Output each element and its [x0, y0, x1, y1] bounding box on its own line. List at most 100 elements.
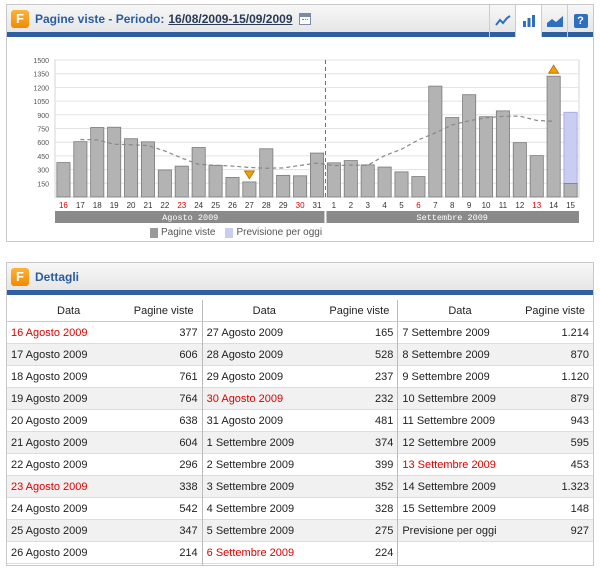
cell-views: 879 — [570, 392, 590, 405]
cell-date: 31 Agosto 2009 — [206, 414, 284, 427]
cell-date: 7 Settembre 2009 — [402, 326, 490, 339]
table-row: 22 Agosto 2009 296 — [7, 454, 202, 476]
table-row: 2 Settembre 2009 399 — [202, 454, 398, 476]
bar — [326, 162, 341, 198]
cell-views: 296 — [179, 458, 198, 471]
bar — [242, 181, 257, 198]
cell-views: 453 — [570, 458, 590, 471]
cell-date: 27 Agosto 2009 — [206, 326, 284, 339]
header-views[interactable]: Pagine viste — [525, 304, 586, 317]
x-tick-label: 18 — [93, 201, 102, 210]
table-row: 21 Agosto 2009 604 — [7, 432, 202, 454]
period-link[interactable]: 16/08/2009-15/09/2009 — [168, 11, 293, 26]
line-chart-icon — [494, 15, 511, 26]
cell-views: 328 — [374, 502, 394, 515]
trend-line — [80, 115, 554, 169]
y-tick-label: 150 — [37, 181, 49, 188]
cell-views: 377 — [179, 326, 198, 339]
cell-views: 399 — [374, 458, 394, 471]
x-tick-label: 29 — [279, 201, 288, 210]
bar — [107, 126, 122, 198]
bar — [462, 94, 477, 198]
x-tick-label: 10 — [482, 201, 491, 210]
table-row: 18 Agosto 2009 761 — [7, 366, 202, 388]
x-tick-label: 6 — [416, 201, 421, 210]
chart-legend: Pagine viste Previsione per oggi — [150, 227, 332, 238]
cell-date: 28 Agosto 2009 — [206, 348, 284, 361]
table-column: Data Pagine viste 16 Agosto 2009 377 17 Agos… — [7, 300, 203, 566]
table-row: 26 Agosto 2009 214 — [7, 542, 202, 564]
table-row: 13 Settembre 2009 453 — [398, 454, 594, 476]
header-date[interactable]: Data — [448, 304, 472, 317]
bar — [428, 85, 443, 198]
header-views[interactable]: Pagine viste — [329, 304, 390, 317]
cell-views: 347 — [179, 524, 198, 537]
cell-date: 11 Settembre 2009 — [402, 414, 496, 427]
legend-swatch-forecast — [225, 227, 234, 238]
cell-date: 29 Agosto 2009 — [206, 370, 284, 383]
cell-views: 542 — [179, 502, 198, 515]
cell-date: 3 Settembre 2009 — [206, 480, 295, 493]
cell-views: 338 — [179, 480, 198, 493]
bar — [343, 160, 358, 198]
cell-date: 17 Agosto 2009 — [11, 348, 88, 361]
cell-views: 604 — [179, 436, 198, 449]
bar — [73, 141, 88, 198]
bar — [208, 164, 223, 198]
table-row: 6 Settembre 2009 224 — [202, 542, 398, 564]
bar — [191, 147, 206, 198]
cell-views: 927 — [570, 524, 590, 537]
y-tick-label: 300 — [37, 168, 49, 175]
x-tick-label: 12 — [515, 201, 524, 210]
bar — [293, 175, 308, 198]
bar — [56, 162, 71, 198]
x-tick-label: 28 — [262, 201, 271, 210]
header-views[interactable]: Pagine viste — [133, 304, 194, 317]
bar — [563, 183, 578, 198]
bar-chart-button[interactable] — [515, 5, 541, 37]
bar-chart-icon — [522, 15, 535, 27]
cell-date: 16 Agosto 2009 — [11, 326, 88, 339]
table-row: 12 Settembre 2009 595 — [398, 432, 594, 454]
header-date[interactable]: Data — [57, 304, 81, 317]
f-logo-icon: F — [11, 267, 29, 286]
table-header: Data Pagine viste — [202, 300, 398, 322]
x-tick-label: 11 — [499, 201, 508, 210]
header-date[interactable]: Data — [252, 304, 276, 317]
calendar-icon[interactable] — [298, 12, 311, 25]
line-chart-button[interactable] — [489, 5, 515, 37]
table-row: 3 Settembre 2009 352 — [202, 476, 398, 498]
table-row: 17 Agosto 2009 606 — [7, 344, 202, 366]
x-tick-label: 25 — [211, 201, 220, 210]
table-column: Data Pagine viste 27 Agosto 2009 165 28 Agos… — [202, 300, 399, 566]
x-tick-label: 14 — [549, 201, 558, 210]
x-tick-label: 1 — [332, 201, 337, 210]
y-tick-label: 600 — [37, 140, 49, 147]
cell-views: 528 — [374, 348, 394, 361]
chart-panel-header: F Pagine viste - Periodo: 16/08/2009-15/… — [7, 5, 593, 37]
month-group-label: Agosto 2009 — [162, 213, 218, 223]
help-button[interactable]: ? — [567, 5, 593, 37]
bar — [411, 176, 426, 198]
table-row: 24 Agosto 2009 542 — [7, 498, 202, 520]
x-tick-label: 24 — [194, 201, 203, 210]
table-row: 31 Agosto 2009 481 — [202, 410, 398, 432]
x-tick-label: 23 — [177, 201, 186, 210]
bar — [360, 164, 375, 198]
x-tick-label: 31 — [313, 201, 322, 210]
table-body: 16 Agosto 2009 377 17 Agosto 2009 606 18 Ago… — [7, 322, 202, 564]
cell-views: 1.214 — [561, 326, 590, 339]
bar — [377, 166, 392, 198]
cell-date: 2 Settembre 2009 — [206, 458, 295, 471]
bar — [90, 127, 105, 198]
cell-date: 15 Settembre 2009 — [402, 502, 496, 515]
cell-date: 21 Agosto 2009 — [11, 436, 88, 449]
cell-views: 237 — [374, 370, 394, 383]
x-tick-label: 8 — [450, 201, 455, 210]
x-tick-label: 21 — [144, 201, 153, 210]
area-chart-button[interactable] — [541, 5, 567, 37]
y-tick-label: 1500 — [33, 58, 49, 65]
legend-item-forecast: Previsione per oggi — [225, 227, 322, 238]
x-tick-label: 3 — [365, 201, 370, 210]
